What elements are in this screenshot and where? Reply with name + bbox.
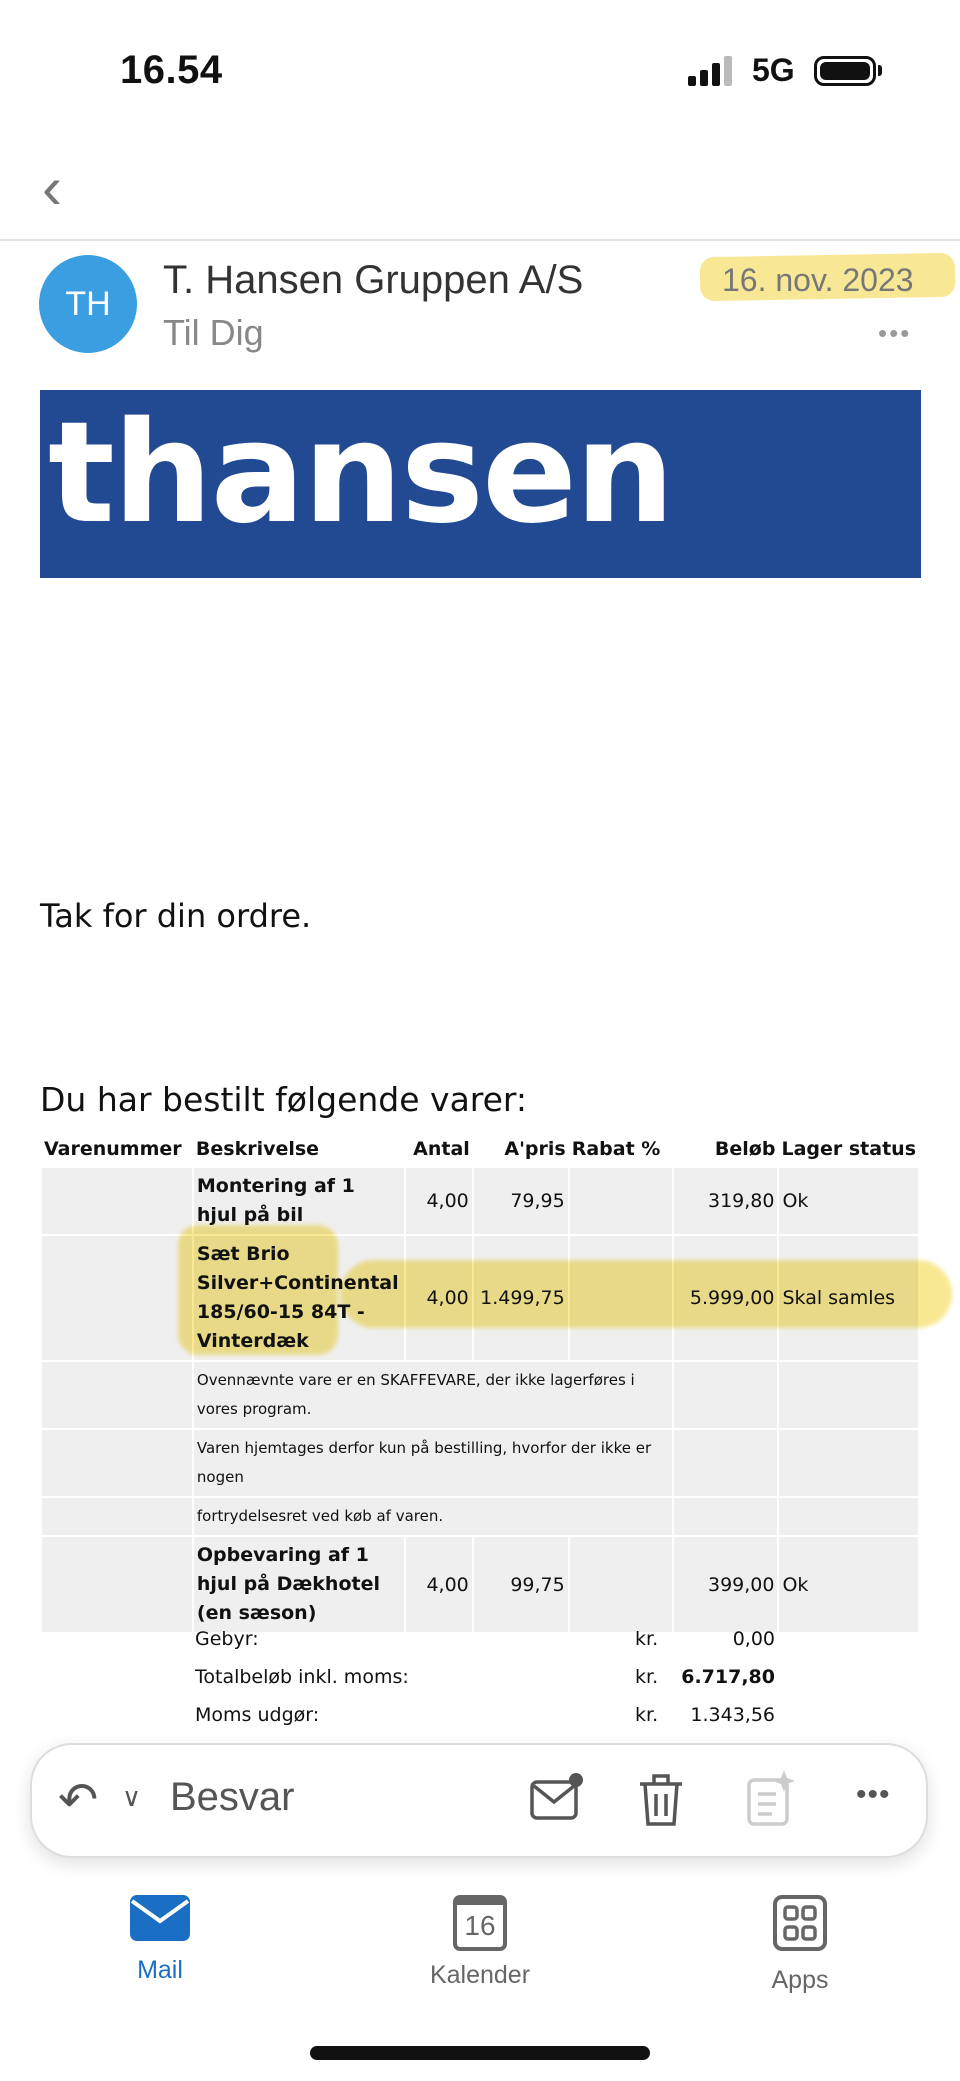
cell-empty <box>673 1430 778 1496</box>
cell-empty <box>779 1430 918 1496</box>
intro-text: Du har bestilt følgende varer: <box>40 1080 528 1119</box>
network-label: 5G <box>752 52 795 88</box>
cell-rabat <box>569 1537 672 1632</box>
recipient[interactable]: Til Dig <box>163 312 264 353</box>
cell-empty <box>673 1498 778 1535</box>
total-value: 6.717,80 <box>681 1666 775 1688</box>
table-row: Opbevaring af 1 hjul på Dækhotel (en sæs… <box>42 1537 918 1632</box>
cell-status: Ok <box>779 1537 918 1632</box>
cell-apris: 1.499,75 <box>473 1236 568 1360</box>
tab-label: Kalender <box>429 1961 531 1989</box>
cell-rabat <box>569 1236 672 1360</box>
apps-icon <box>773 1895 827 1951</box>
cell-apris: 79,95 <box>473 1168 568 1234</box>
cell-empty <box>42 1498 192 1535</box>
table-header: Varenummer Beskrivelse Antal A'pris Raba… <box>42 1132 918 1166</box>
cell-antal: 4,00 <box>405 1168 472 1234</box>
totals: Gebyr: kr. 0,00 Totalbeløb inkl. moms: kr. 6… <box>195 1620 775 1734</box>
signal-icon <box>688 56 732 86</box>
col-header: Beskrivelse <box>195 1138 320 1160</box>
table-note-row: Varen hjemtages derfor kun på bestilling… <box>42 1430 918 1496</box>
cell-belob: 399,00 <box>673 1537 778 1632</box>
reply-icon[interactable]: ↶ <box>58 1774 99 1827</box>
battery-tip <box>878 65 882 76</box>
thansen-logo: thansen <box>48 392 675 555</box>
cell-belob: 319,80 <box>673 1168 778 1234</box>
currency: kr. <box>635 1666 659 1688</box>
cell-status: Ok <box>779 1168 918 1234</box>
col-header: Rabat % <box>571 1138 661 1160</box>
total-row-vat: Moms udgør: kr. 1.343,56 <box>195 1696 775 1734</box>
more-icon[interactable]: ••• <box>856 1778 891 1811</box>
cell-note: Varen hjemtages derfor kun på bestilling… <box>193 1430 672 1496</box>
cell-beskrivelse: Sæt Brio Silver+Continental 185/60-15 84… <box>193 1236 404 1360</box>
currency: kr. <box>635 1628 659 1650</box>
cell-varenummer <box>42 1168 192 1234</box>
cell-varenummer <box>42 1537 192 1632</box>
battery-icon <box>814 56 876 86</box>
avatar: TH <box>39 255 137 353</box>
total-value: 1.343,56 <box>690 1704 775 1726</box>
cell-varenummer <box>42 1236 192 1360</box>
total-value: 0,00 <box>732 1628 775 1650</box>
cell-empty <box>779 1498 918 1535</box>
cell-apris: 99,75 <box>473 1537 568 1632</box>
calendar-icon: 16 <box>453 1895 507 1951</box>
total-row-total: Totalbeløb inkl. moms: kr. 6.717,80 <box>195 1658 775 1696</box>
thanks-text: Tak for din ordre. <box>40 897 312 935</box>
home-indicator[interactable] <box>310 2046 650 2060</box>
thansen-banner <box>40 390 921 578</box>
email-date: 16. nov. 2023 <box>722 262 914 298</box>
table-row: Montering af 1 hjul på bil 4,00 79,95 31… <box>42 1168 918 1234</box>
col-header: Varenummer <box>44 1138 182 1160</box>
cell-empty <box>42 1430 192 1496</box>
table-note-row: fortrydelsesret ved køb af varen. <box>42 1498 918 1535</box>
cell-empty <box>673 1362 778 1428</box>
mark-unread-icon[interactable] <box>528 1770 584 1826</box>
cell-empty <box>42 1362 192 1428</box>
cell-note: fortrydelsesret ved køb af varen. <box>193 1498 672 1535</box>
cell-beskrivelse: Montering af 1 hjul på bil <box>193 1168 404 1234</box>
action-toolbar <box>30 1743 928 1858</box>
cell-empty <box>779 1362 918 1428</box>
reply-button[interactable]: Besvar <box>170 1775 295 1819</box>
cell-belob: 5.999,00 <box>673 1236 778 1360</box>
tab-label: Mail <box>137 1956 183 1984</box>
tab-mail[interactable]: Mail <box>80 1895 240 1985</box>
more-icon[interactable]: ••• <box>878 318 912 348</box>
chevron-down-icon[interactable]: ∨ <box>122 1782 142 1812</box>
tab-label: Apps <box>771 1966 829 1994</box>
total-label: Gebyr: <box>195 1628 259 1650</box>
divider <box>0 239 960 241</box>
col-header: A'pris <box>504 1138 566 1160</box>
col-header: Antal <box>413 1138 470 1160</box>
sender-name[interactable]: T. Hansen Gruppen A/S <box>163 258 584 302</box>
trash-icon[interactable] <box>636 1770 686 1830</box>
tab-apps[interactable]: Apps <box>720 1895 880 1995</box>
cell-rabat <box>569 1168 672 1234</box>
col-header: Lager status <box>781 1138 916 1160</box>
col-header: Beløb <box>714 1138 776 1160</box>
total-label: Totalbeløb inkl. moms: <box>195 1666 409 1688</box>
cell-note: Ovennævnte vare er en SKAFFEVARE, der ik… <box>193 1362 672 1428</box>
status-time: 16.54 <box>120 48 223 92</box>
cell-status: Skal samles <box>779 1236 918 1360</box>
table-row: Sæt Brio Silver+Continental 185/60-15 84… <box>42 1236 918 1360</box>
total-label: Moms udgør: <box>195 1704 320 1726</box>
total-row-fee: Gebyr: kr. 0,00 <box>195 1620 775 1658</box>
summary-icon[interactable] <box>746 1770 796 1828</box>
mail-icon <box>130 1895 190 1941</box>
order-table: Varenummer Beskrivelse Antal A'pris Raba… <box>40 1130 920 1634</box>
currency: kr. <box>635 1704 659 1726</box>
back-button[interactable]: ‹ <box>42 154 62 221</box>
cell-beskrivelse: Opbevaring af 1 hjul på Dækhotel (en sæs… <box>193 1537 404 1632</box>
table-note-row: Ovennævnte vare er en SKAFFEVARE, der ik… <box>42 1362 918 1428</box>
cell-antal: 4,00 <box>405 1236 472 1360</box>
tab-calendar[interactable]: 16 Kalender <box>400 1895 560 1990</box>
cell-antal: 4,00 <box>405 1537 472 1632</box>
